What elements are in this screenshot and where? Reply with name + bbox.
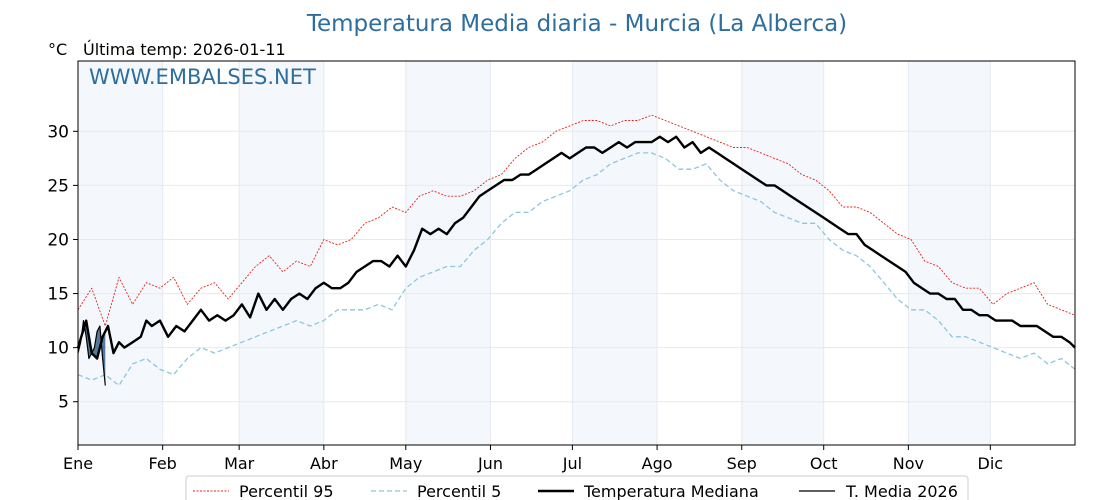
y-tick-label: 25 [47,176,69,196]
x-tick-label-sep: Sep [727,454,757,473]
x-tick-label-ene: Ene [63,454,93,473]
series-percentil-5 [77,152,1076,387]
month-band-sep [741,61,824,445]
month-bands [78,61,991,445]
unit-label: °C [48,40,67,59]
x-tick-label-oct: Oct [810,454,838,473]
x-tick-label-dic: Dic [978,454,1004,473]
watermark: WWW.EMBALSES.NET [89,65,316,89]
y-tick-label: 15 [47,285,69,305]
x-tick-label-abr: Abr [310,454,338,473]
y-tick-label: 10 [47,339,69,359]
month-band-mar [239,61,324,445]
x-tick-label-jun: Jun [477,454,503,473]
x-axis: Ene Feb Mar Abr May Jun Jul Ago Sep Oct Nov Dic [63,445,1003,473]
month-band-jul [572,61,658,445]
series-mediana [76,135,1076,360]
month-band-may [405,61,491,445]
legend-label-p5: Percentil 5 [417,482,501,500]
x-tick-label-may: May [389,454,422,473]
x-tick-label-feb: Feb [149,454,177,473]
series-percentil-95 [77,114,1076,327]
x-tick-label-mar: Mar [224,454,255,473]
chart-title: Temperatura Media diaria - Murcia (La Al… [306,11,847,37]
series-media-2026 [77,320,106,386]
y-tick-label: 5 [58,393,69,413]
legend-label-p95: Percentil 95 [239,482,334,500]
plot-frame [77,60,1076,446]
month-band-nov [908,61,991,445]
month-band-ene [78,61,163,445]
y-tick-label: 20 [47,230,69,250]
legend-label-median: Temperatura Mediana [583,482,759,500]
legend-label-current: T. Media 2026 [845,482,958,500]
x-tick-label-nov: Nov [893,454,924,473]
y-tick-label: 30 [47,122,69,142]
legend: Percentil 95 Percentil 5 Temperatura Med… [185,475,969,500]
y-axis: 5 10 15 20 25 30 [47,122,78,413]
last-temp-label: Última temp: 2026-01-11 [83,40,286,59]
legend-box [185,475,969,500]
x-tick-label-jul: Jul [562,454,582,473]
series-layer [76,114,1076,387]
x-tick-label-ago: Ago [642,454,673,473]
